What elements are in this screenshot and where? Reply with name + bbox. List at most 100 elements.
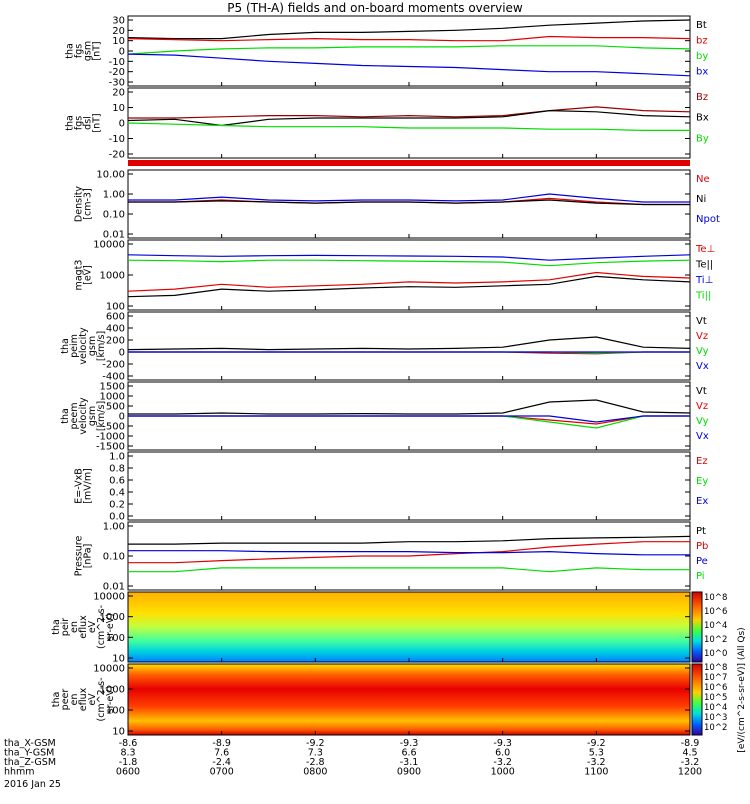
legend-Ni: Ni	[696, 194, 706, 205]
y-tick-label: 30	[112, 16, 125, 27]
legend-bz: bz	[696, 36, 708, 47]
panel-10: 10000 1000 100 10 thapeerenefluxeV(cm^2-s-sr…	[51, 663, 691, 738]
y-axis-label-line: E=-VxB	[74, 468, 85, 503]
y-axis-label-line: peim	[69, 334, 80, 358]
y-tick-label: 0.2	[109, 500, 125, 511]
series-line-Vt	[127, 336, 691, 351]
series-line-by	[127, 45, 691, 55]
ephemeris-value: 5.3	[589, 748, 604, 759]
legend-Pi: Pi	[696, 571, 705, 582]
y-axis-label-line: peem	[69, 403, 80, 430]
y-axis-label-line: en	[69, 694, 80, 706]
y-axis-label-line: gsm	[87, 406, 98, 426]
series-line-Te⊥	[127, 271, 691, 292]
y-tick-label: 100	[106, 706, 125, 717]
panel-frame	[127, 169, 691, 239]
y-axis-label-line: tha	[60, 338, 71, 354]
y-axis-label-line: magt3	[74, 260, 85, 291]
colorbar-tick-label: 10^7	[704, 673, 727, 683]
series-line-By	[127, 122, 690, 131]
legend-Vt: Vt	[696, 316, 707, 327]
y-axis-label-line: sr-eV)	[105, 613, 116, 641]
y-tick-label: 10	[112, 36, 125, 47]
ephemeris-value: 1100	[584, 767, 608, 778]
y-axis-label-line: gsm	[87, 336, 98, 356]
panel-7: 1.00.80.60.40.20.0 E=-VxB[mV/m] Ez Ey Ex	[74, 451, 708, 523]
y-axis-label-line: [cm-3]	[83, 188, 94, 219]
legend-Vx: Vx	[696, 361, 709, 372]
ephemeris-label: tha_Y-GSM	[4, 748, 54, 759]
ephemeris-value: -3.2	[681, 757, 700, 768]
y-tick-label: -200	[102, 360, 125, 371]
y-tick-label: 10	[112, 727, 125, 738]
series-line-bx	[127, 53, 691, 77]
y-tick-label: -400	[102, 372, 125, 383]
legend-Pe: Pe	[696, 556, 708, 567]
y-axis-label-line: dsl	[83, 116, 94, 130]
legend-Vz: Vz	[696, 331, 708, 342]
series-line-bz	[127, 35, 691, 42]
ephemeris-label: tha_Z-GSM	[4, 757, 56, 768]
legend-bx: bx	[696, 67, 708, 78]
y-tick-label: 10	[112, 654, 125, 665]
ephemeris-value: 0800	[303, 767, 327, 778]
ephemeris-value: -9.3	[400, 738, 419, 749]
y-axis-label-line: fgs	[74, 44, 85, 58]
y-tick-label: 0	[119, 412, 125, 423]
legend-Npot: Npot	[696, 214, 720, 225]
y-tick-label: -20	[109, 150, 125, 161]
y-axis-label: Pressure[nPa]	[74, 536, 94, 577]
colorbar-label-text: [eV/(cm^2-s-sr-eV)] (All Qs)	[737, 627, 747, 752]
y-tick-label: 0.0	[109, 512, 125, 523]
y-axis-label-line: Density	[74, 186, 85, 222]
y-tick-label: -10	[109, 57, 125, 68]
y-axis-label-line: tha	[51, 692, 62, 708]
y-tick-label: 0.10	[103, 552, 125, 563]
y-axis-label-line: tha	[65, 43, 76, 59]
ephemeris-value: -3.2	[493, 757, 512, 768]
legend-By: By	[696, 133, 709, 144]
legend-Vx: Vx	[696, 431, 709, 442]
y-axis-label-line: [mV/m]	[83, 468, 94, 504]
colorbar-tick-label: 10^4	[704, 621, 727, 631]
legend-Te⊥: Te⊥	[695, 244, 715, 255]
y-tick-label: 1.00	[103, 522, 125, 533]
ephemeris-value: 8.3	[120, 748, 135, 759]
y-axis-label-line: eflux	[78, 615, 89, 639]
panel-frame	[127, 311, 691, 381]
y-axis-label-line: [nT]	[92, 41, 103, 60]
y-tick-label: 10000	[93, 240, 125, 251]
ephemeris-value: -9.2	[306, 738, 325, 749]
ephemeris-value: -9.3	[493, 738, 512, 749]
series-line-Ni	[128, 199, 690, 206]
y-tick-label: -10	[109, 134, 125, 145]
legend-Ez: Ez	[696, 456, 708, 467]
colorbar-label: [eV/(cm^2-s-sr-eV)] (All Qs)	[737, 627, 747, 752]
y-axis-label-line: (cm^2-s-	[96, 605, 107, 649]
series-line-Bx	[127, 109, 691, 127]
legend-Bz: Bz	[696, 92, 708, 103]
y-axis-label: magt3[eV]	[74, 260, 94, 291]
y-axis-label-line: tha	[65, 115, 76, 131]
y-tick-label: 200	[106, 336, 125, 347]
ephemeris-value: 7.3	[308, 748, 323, 759]
y-axis-label-line: fgs	[74, 116, 85, 130]
y-tick-label: 100	[106, 302, 125, 313]
series-line-Vt	[128, 399, 691, 415]
colorbar-ion	[691, 591, 703, 663]
colorbar-tick-label: 10^5	[704, 693, 727, 703]
ephemeris-value: -1.8	[119, 757, 138, 768]
ephemeris-label: hhmm	[4, 767, 35, 778]
y-axis-label-line: [eV]	[83, 265, 94, 285]
y-axis-label-line: peir	[60, 618, 71, 637]
y-axis-label-line: en	[69, 621, 80, 633]
y-tick-label: -1500	[96, 442, 125, 453]
panel-frame	[127, 451, 691, 521]
y-axis-label-line: peer	[60, 689, 71, 711]
series-line-Pi	[128, 567, 690, 573]
